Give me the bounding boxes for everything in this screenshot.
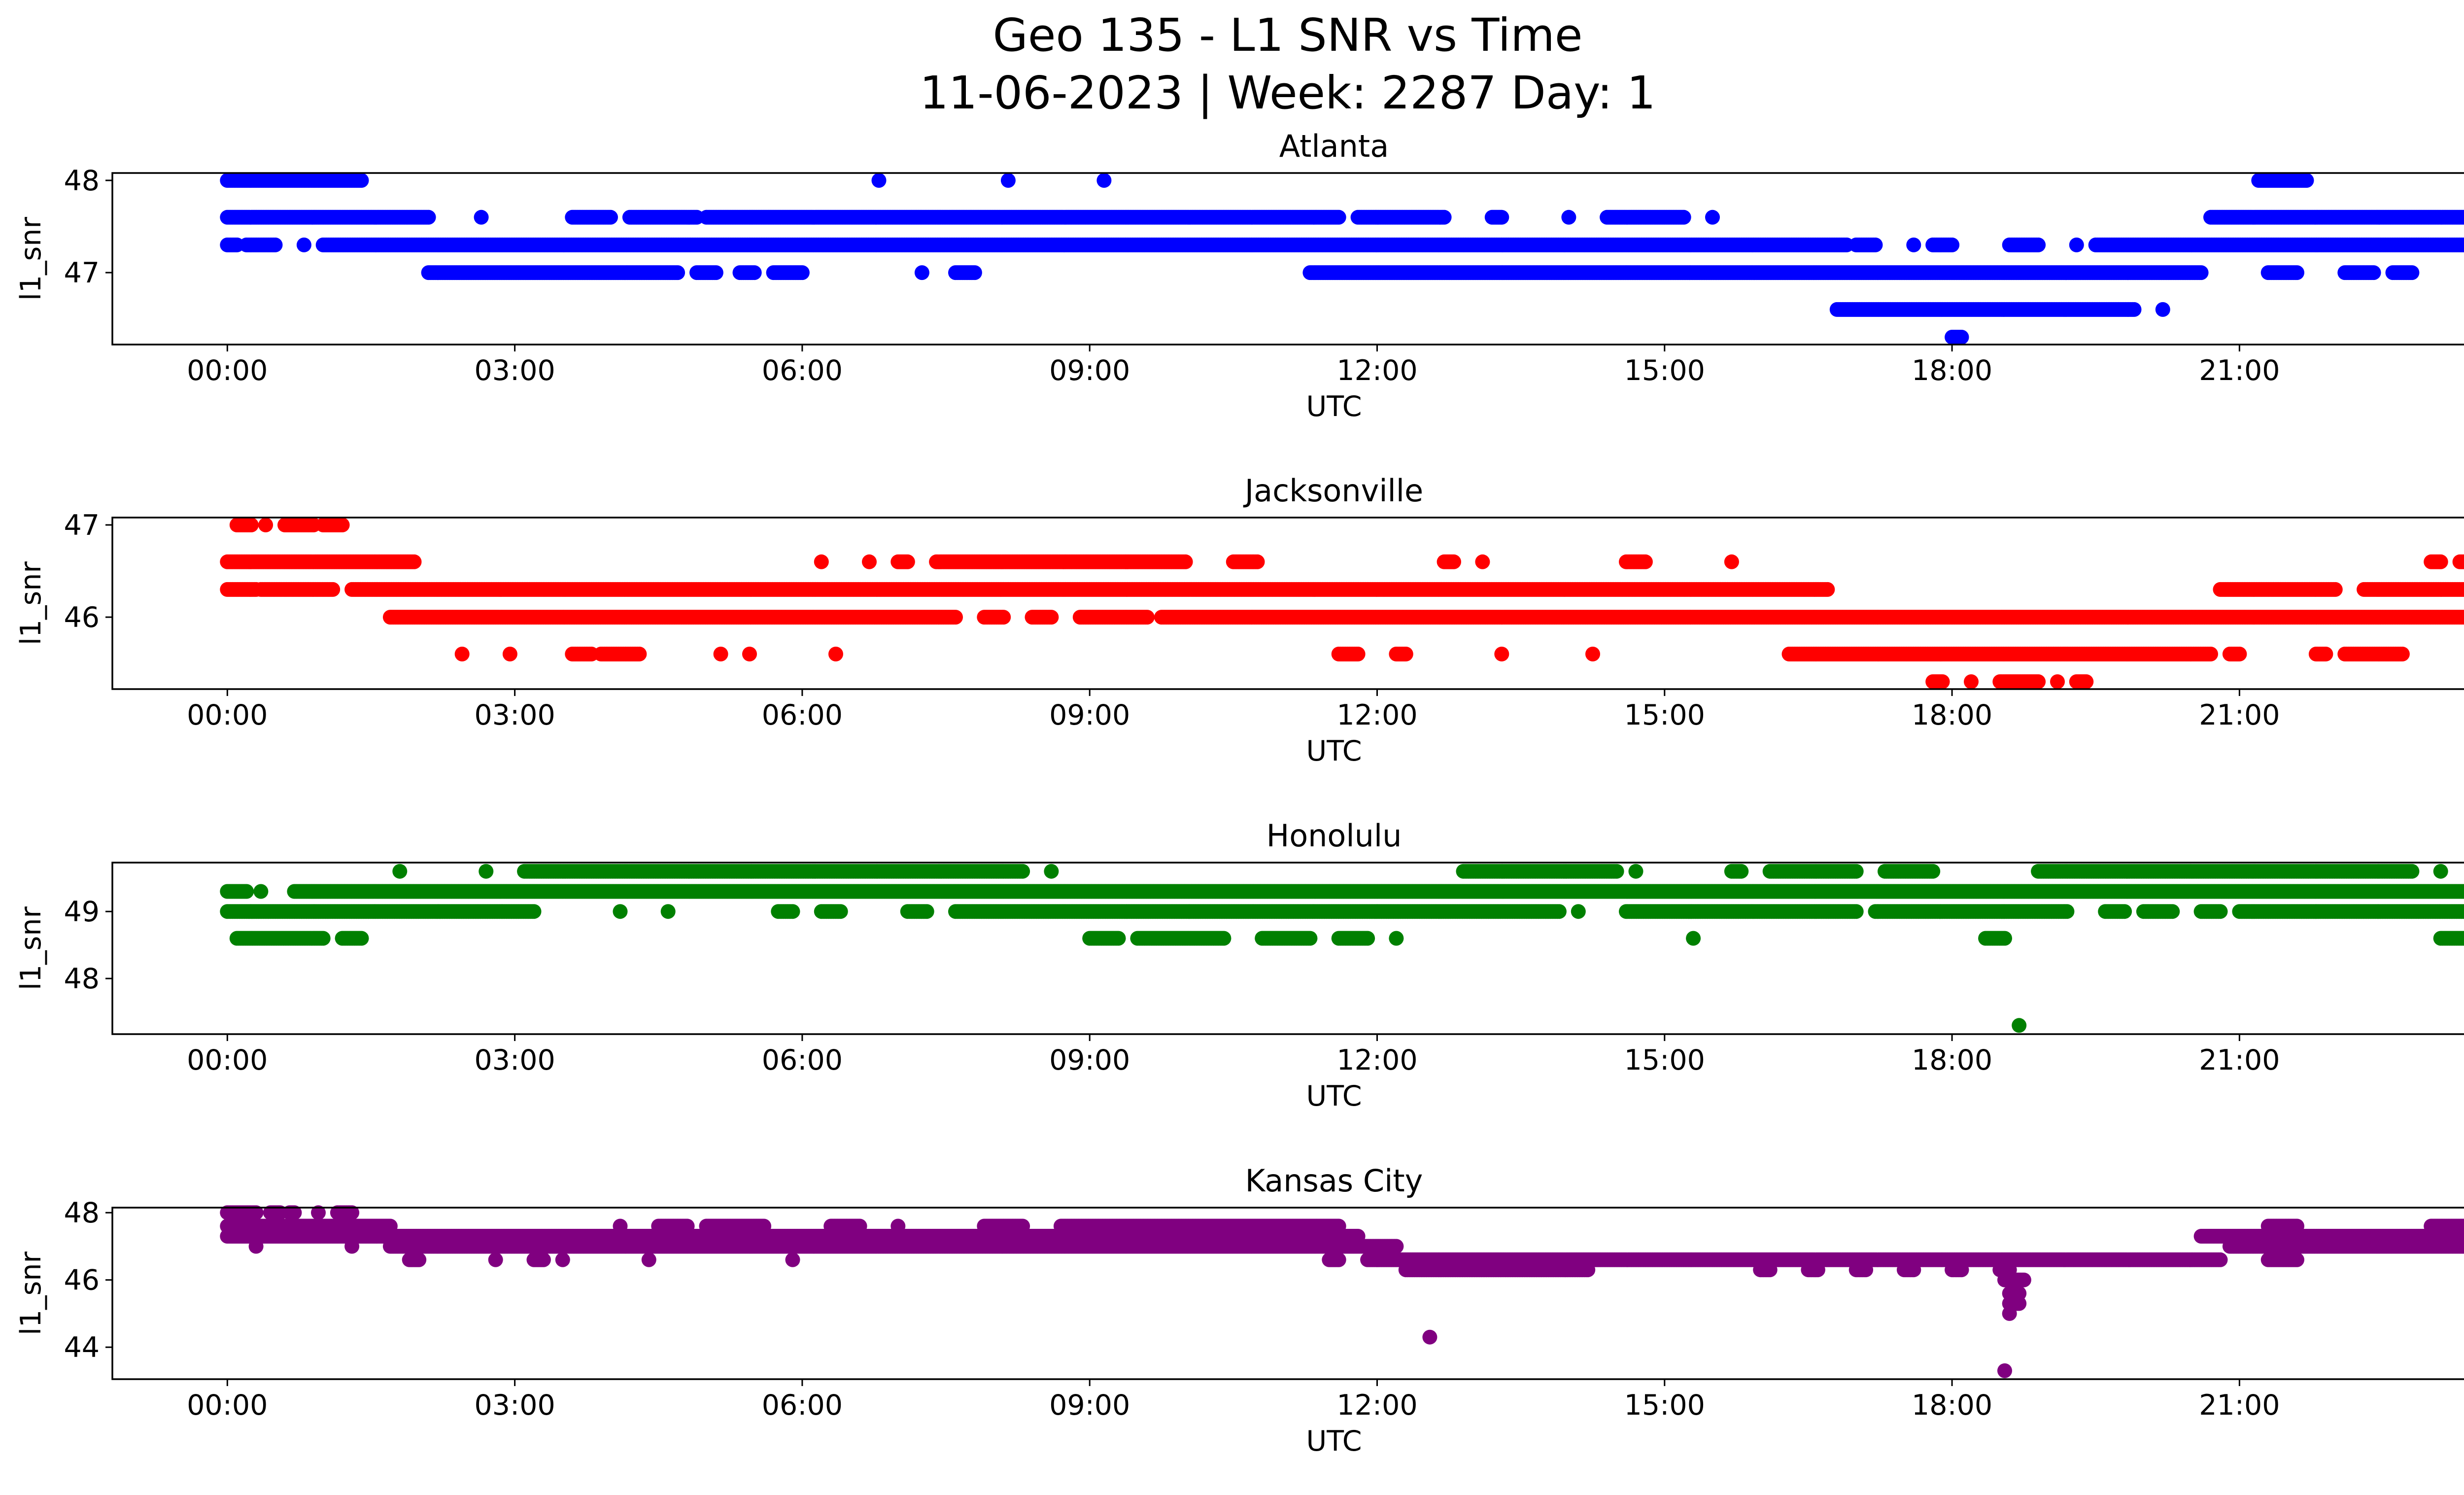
x-tick-label: 21:00	[2199, 354, 2280, 387]
data-point	[1638, 554, 1653, 569]
x-tick-label: 15:00	[1624, 354, 1705, 387]
data-point	[2366, 265, 2381, 280]
figure-title-line2: 11-06-2023 | Week: 2287 Day: 1	[920, 67, 1656, 119]
data-point	[1945, 237, 1960, 252]
data-point	[243, 518, 259, 532]
data-point	[794, 265, 810, 280]
data-point	[296, 237, 311, 252]
data-point	[2155, 302, 2170, 317]
x-tick-label: 03:00	[474, 354, 555, 387]
chart-panels: Atlanta 00:00 03:00 06:00 09:00 12:00 15:00 18:…	[15, 128, 2464, 1458]
y-axis-label: l1_snr	[15, 217, 47, 301]
data-point	[708, 265, 723, 280]
data-point	[914, 265, 929, 280]
data-point	[2299, 173, 2314, 188]
data-point	[996, 610, 1011, 625]
data-point	[474, 209, 489, 225]
data-point	[2290, 265, 2304, 280]
data-point	[2126, 302, 2142, 317]
data-point	[2327, 582, 2343, 597]
data-point	[2193, 265, 2209, 280]
data-point	[258, 518, 274, 532]
y-tick-label: 47	[64, 257, 100, 289]
data-point	[1705, 209, 1720, 225]
data-point	[1906, 237, 1921, 252]
data-point	[268, 237, 283, 252]
data-point	[325, 582, 341, 597]
figure-title-line1: Geo 135 - L1 SNR vs Time	[993, 9, 1583, 62]
data-point	[1954, 330, 1969, 345]
data-point	[2069, 237, 2084, 252]
data-point	[2463, 212, 2464, 222]
data-point	[1561, 209, 1576, 225]
data-point	[1178, 554, 1193, 569]
panel-atlanta: Atlanta 00:00 03:00 06:00 09:00 12:00 15:00 18:…	[15, 128, 2464, 423]
data-point	[421, 209, 436, 225]
data-point	[967, 265, 982, 280]
data-point	[948, 610, 963, 625]
data-point	[354, 173, 369, 188]
data-point	[1044, 610, 1059, 625]
data-point	[814, 554, 829, 569]
data-point	[1868, 237, 1883, 252]
data-point	[871, 173, 887, 188]
x-tick-label: 06:00	[762, 354, 843, 387]
data-point	[670, 265, 685, 280]
data-point	[1820, 582, 1835, 597]
data-point	[1446, 554, 1461, 569]
data-point	[2433, 554, 2448, 569]
data-point	[1724, 554, 1739, 569]
data-point	[603, 209, 618, 225]
data-point	[1437, 209, 1452, 225]
data-point	[900, 554, 915, 569]
subplot-title: Atlanta	[1279, 128, 1389, 164]
x-tick-label: 18:00	[1912, 354, 1992, 387]
x-tick-label: 00:00	[187, 354, 268, 387]
data-points	[220, 173, 2464, 345]
x-tick-label: 12:00	[1336, 354, 1417, 387]
y-tick-label: 48	[64, 165, 100, 197]
data-point	[1494, 209, 1509, 225]
data-point	[1331, 209, 1346, 225]
data-point	[335, 518, 350, 532]
x-tick-label: 09:00	[1049, 354, 1130, 387]
data-point	[1139, 610, 1155, 625]
data-point	[2031, 237, 2046, 252]
data-point	[1000, 173, 1016, 188]
data-point	[862, 554, 877, 569]
data-point	[1676, 209, 1691, 225]
x-axis-label: UTC	[1306, 390, 1362, 423]
data-point	[2404, 265, 2420, 280]
data-point	[1250, 554, 1265, 569]
data-point	[407, 554, 422, 569]
data-point	[747, 265, 762, 280]
subplot-title: Jacksonville	[1243, 473, 1423, 509]
data-point	[1475, 554, 1490, 569]
data-point	[1096, 173, 1112, 188]
